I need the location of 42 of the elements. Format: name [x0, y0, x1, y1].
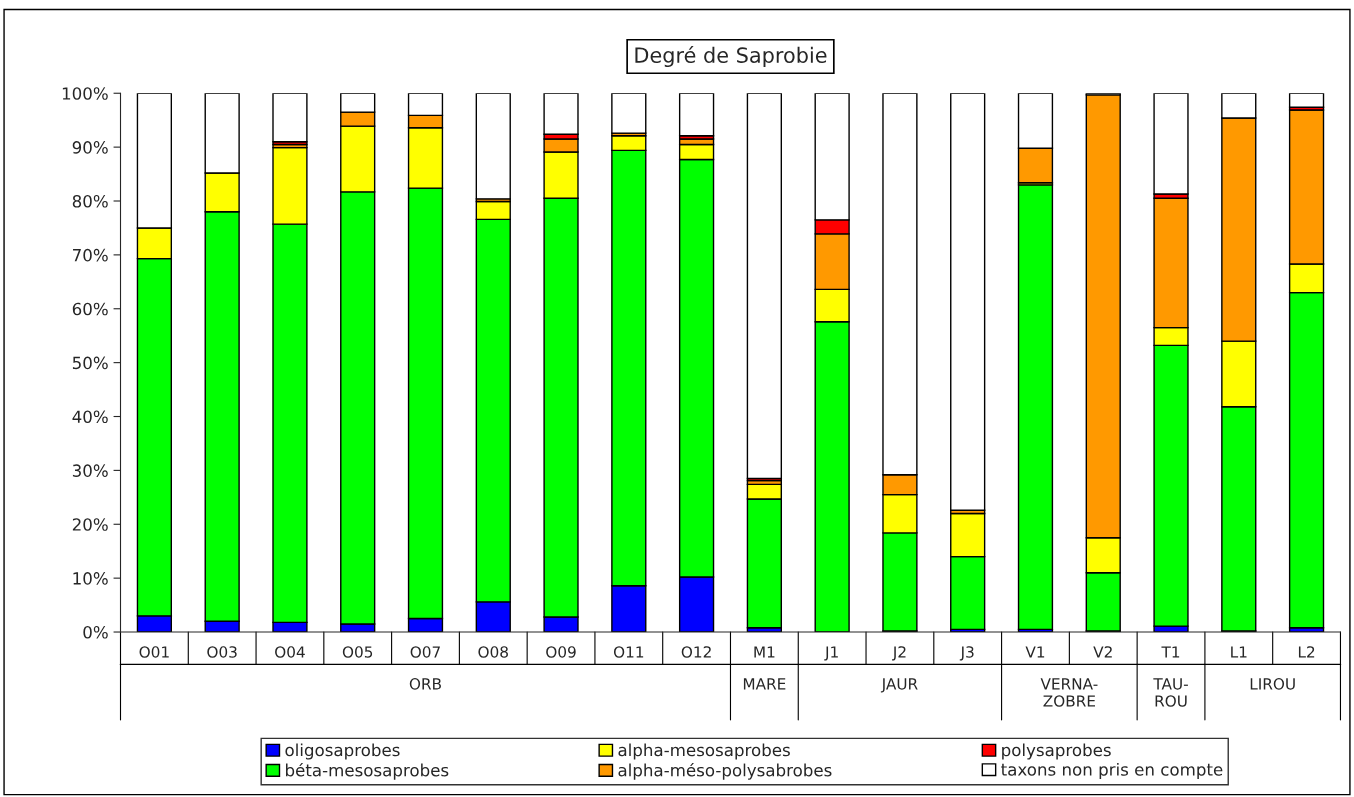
legend-label: taxons non pris en compte — [1001, 762, 1223, 780]
y-tick-label: 20% — [72, 518, 108, 531]
chart-title: Degré de Saprobie — [635, 46, 827, 68]
x-tick-label: L1 — [1231, 646, 1247, 658]
x-tick-label: O11 — [613, 646, 644, 658]
text: TAU- ROU — [1153, 678, 1188, 707]
y-tick-label: 70% — [73, 248, 108, 262]
y-tick-label: 40% — [72, 410, 108, 424]
y-tick-label: 60% — [72, 302, 108, 316]
y-tick-label: 0% — [83, 625, 108, 639]
y-tick-label: 30% — [72, 464, 108, 477]
x-tick-label: O05 — [342, 646, 373, 658]
x-tick-label: M1 — [754, 646, 775, 658]
x-tick-label: O04 — [275, 646, 305, 658]
x-tick-label: T1 — [1161, 646, 1180, 658]
x-tick-label: O12 — [681, 646, 711, 658]
x-tick-label: O03 — [207, 646, 237, 658]
x-tick-label: O09 — [546, 646, 576, 658]
text: MARE — [743, 678, 786, 690]
y-tick-label: 90% — [72, 141, 108, 154]
x-tick-label: J1 — [824, 646, 838, 661]
x-tick-label: O07 — [410, 646, 440, 658]
text: VERNA- ZOBRE — [1040, 678, 1098, 707]
legend-label: alpha-mesosaprobes — [618, 743, 790, 760]
x-tick-label: J2 — [892, 646, 906, 661]
legend-label: alpha-méso-polysabrobes — [618, 762, 832, 780]
text: LIROU — [1250, 678, 1295, 690]
text: JAUR — [880, 678, 918, 693]
y-tick-label: 50% — [72, 356, 108, 370]
x-tick-label: O01 — [139, 646, 169, 658]
x-tick-label: V2 — [1093, 646, 1112, 658]
x-tick-label: O08 — [478, 646, 508, 658]
legend-label: oligosaprobes — [285, 743, 400, 760]
x-tick-label: J3 — [959, 646, 974, 661]
y-tick-label: 10% — [73, 572, 108, 585]
y-tick-label: 80% — [72, 194, 108, 208]
y-tick-label: 100% — [62, 87, 108, 100]
legend-label: béta-mesosaprobes — [286, 762, 449, 780]
text: ORB — [409, 678, 441, 690]
x-tick-label: L2 — [1298, 646, 1315, 658]
x-tick-label: V1 — [1025, 646, 1045, 658]
legend-label: polysaprobes — [1002, 743, 1111, 760]
